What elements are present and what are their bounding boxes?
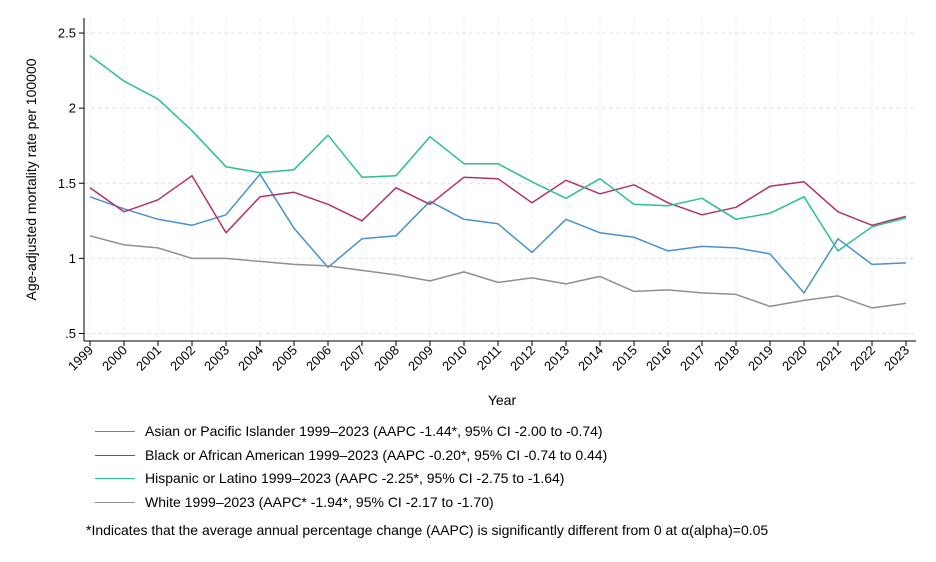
x-tick-label-2008: 2008 <box>371 343 402 374</box>
x-tick-label-2001: 2001 <box>133 343 164 374</box>
y-tick-label-0: .5 <box>65 326 76 341</box>
legend-swatch-black <box>95 454 135 456</box>
y-tick-label-4: 2.5 <box>58 26 76 41</box>
x-tick-label-2023: 2023 <box>881 343 912 374</box>
x-tick-label-2010: 2010 <box>439 343 470 374</box>
x-tick-label-2009: 2009 <box>405 343 436 374</box>
legend-label-asian: Asian or Pacific Islander 1999–2023 (AAP… <box>145 423 603 439</box>
x-tick-label-2000: 2000 <box>99 343 130 374</box>
x-tick-label-2018: 2018 <box>711 343 742 374</box>
legend: Asian or Pacific Islander 1999–2023 (AAP… <box>95 420 607 514</box>
x-tick-label-2005: 2005 <box>269 343 300 374</box>
legend-label-black: Black or African American 1999–2023 (AAP… <box>145 446 608 463</box>
x-tick-label-2003: 2003 <box>201 343 232 374</box>
x-axis-title: Year <box>488 392 517 408</box>
y-tick-label-2: 1.5 <box>58 176 76 191</box>
legend-swatch-hispanic <box>95 478 135 479</box>
series-line-asian <box>89 173 907 294</box>
footnote: *Indicates that the average annual perce… <box>86 522 769 538</box>
x-tick-label-2021: 2021 <box>813 343 844 374</box>
x-tick-label-2017: 2017 <box>677 343 708 374</box>
legend-swatch-white <box>95 501 135 503</box>
x-tick-label-2011: 2011 <box>474 343 504 373</box>
x-tick-label-2019: 2019 <box>745 343 776 374</box>
x-tick-label-2004: 2004 <box>235 343 266 374</box>
y-tick-label-1: 1 <box>69 251 76 266</box>
series-lines <box>89 54 907 309</box>
x-tick-label-2020: 2020 <box>779 343 810 374</box>
x-tick-label-2012: 2012 <box>507 343 538 374</box>
x-tick-label-2015: 2015 <box>609 343 640 374</box>
x-tick-label-2014: 2014 <box>575 343 606 374</box>
series-line-white <box>89 235 907 309</box>
axes <box>79 18 916 346</box>
legend-item-white: White 1999–2023 (AAPC* -1.94*, 95% CI -2… <box>95 491 607 515</box>
x-tick-label-2022: 2022 <box>847 343 878 374</box>
legend-label-hispanic: Hispanic or Latino 1999–2023 (AAPC -2.25… <box>145 470 565 486</box>
legend-item-black: Black or African American 1999–2023 (AAP… <box>95 444 607 468</box>
legend-swatch-asian <box>95 431 135 432</box>
y-tick-label-3: 2 <box>69 101 76 116</box>
x-tick-label-2013: 2013 <box>541 343 572 374</box>
series-line-black <box>89 174 907 234</box>
x-tick-label-2007: 2007 <box>337 343 368 374</box>
legend-item-asian: Asian or Pacific Islander 1999–2023 (AAP… <box>95 420 607 444</box>
y-axis-title: Age-adjusted mortality rate per 100000 <box>23 58 39 300</box>
x-tick-label-2002: 2002 <box>167 343 198 374</box>
series-line-hispanic <box>89 54 907 252</box>
x-tick-label-1999: 1999 <box>65 343 96 374</box>
x-tick-label-2006: 2006 <box>303 343 334 374</box>
legend-item-hispanic: Hispanic or Latino 1999–2023 (AAPC -2.25… <box>95 467 607 491</box>
x-tick-label-2016: 2016 <box>643 343 674 374</box>
legend-label-white: White 1999–2023 (AAPC* -1.94*, 95% CI -2… <box>145 493 494 510</box>
